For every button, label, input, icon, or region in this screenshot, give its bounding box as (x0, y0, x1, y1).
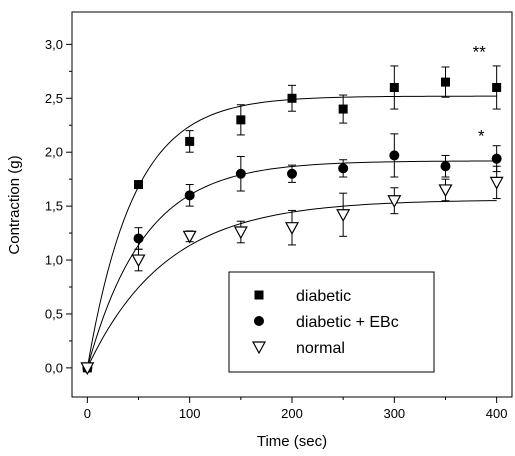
annotation-single-star: * (478, 126, 485, 145)
x-tick-label: 100 (179, 406, 201, 421)
data-point-series-0 (338, 104, 348, 114)
legend: diabetic diabetic + EBc normal (228, 271, 435, 373)
data-point-series-2 (233, 226, 248, 240)
data-point-series-0 (236, 115, 246, 125)
data-point-series-1 (235, 168, 246, 179)
data-point-series-0 (287, 93, 297, 103)
x-axis-ticks: 0 100 200 300 400 (84, 397, 508, 421)
data-point-series-1 (287, 168, 297, 179)
data-point-series-0 (134, 180, 144, 190)
data-point-series-2 (336, 209, 351, 222)
y-axis-label: Contraction (g) (6, 155, 23, 254)
y-tick-label: 2,5 (45, 91, 63, 106)
data-point-series-2 (182, 230, 197, 244)
y-tick-label: 0,5 (45, 306, 63, 321)
data-point-series-1 (133, 233, 144, 244)
data-markers (80, 77, 504, 376)
x-tick-label: 200 (281, 406, 303, 421)
data-point-series-2 (489, 176, 504, 190)
data-point-series-0 (185, 136, 195, 146)
y-tick-label: 0,0 (45, 360, 63, 375)
data-point-series-1 (184, 190, 195, 201)
x-tick-label: 400 (486, 406, 508, 421)
data-point-series-0 (440, 77, 450, 87)
x-tick-label: 0 (84, 406, 91, 421)
data-point-series-1 (440, 161, 451, 172)
y-axis-ticks: 0,0 0,5 1,0 1,5 2,0 2,5 3,0 (45, 37, 72, 375)
data-point-series-0 (492, 82, 502, 92)
y-tick-label: 3,0 (45, 37, 63, 52)
y-tick-label: 1,5 (45, 199, 63, 214)
data-point-series-1 (338, 163, 349, 174)
data-point-series-2 (438, 184, 453, 198)
data-point-series-0 (389, 82, 399, 92)
legend-label-series-0: diabetic (296, 288, 351, 305)
legend-label-series-2: normal (296, 340, 345, 357)
data-point-series-1 (389, 150, 400, 161)
annotation-double-star: ** (473, 42, 487, 61)
legend-marker-series-0 (254, 290, 264, 300)
y-tick-label: 2,0 (45, 145, 63, 160)
legend-marker-series-1 (254, 316, 264, 326)
x-tick-label: 300 (383, 406, 405, 421)
data-point-series-2 (284, 222, 300, 235)
legend-marker-series-2 (251, 341, 267, 355)
data-point-series-2 (131, 254, 146, 268)
data-point-series-2 (387, 195, 402, 208)
data-point-series-2 (80, 362, 95, 376)
data-point-series-1 (491, 153, 502, 164)
x-axis-label: Time (sec) (257, 433, 327, 450)
y-tick-label: 1,0 (45, 253, 63, 268)
legend-label-series-1: diabetic + EBc (296, 314, 399, 331)
